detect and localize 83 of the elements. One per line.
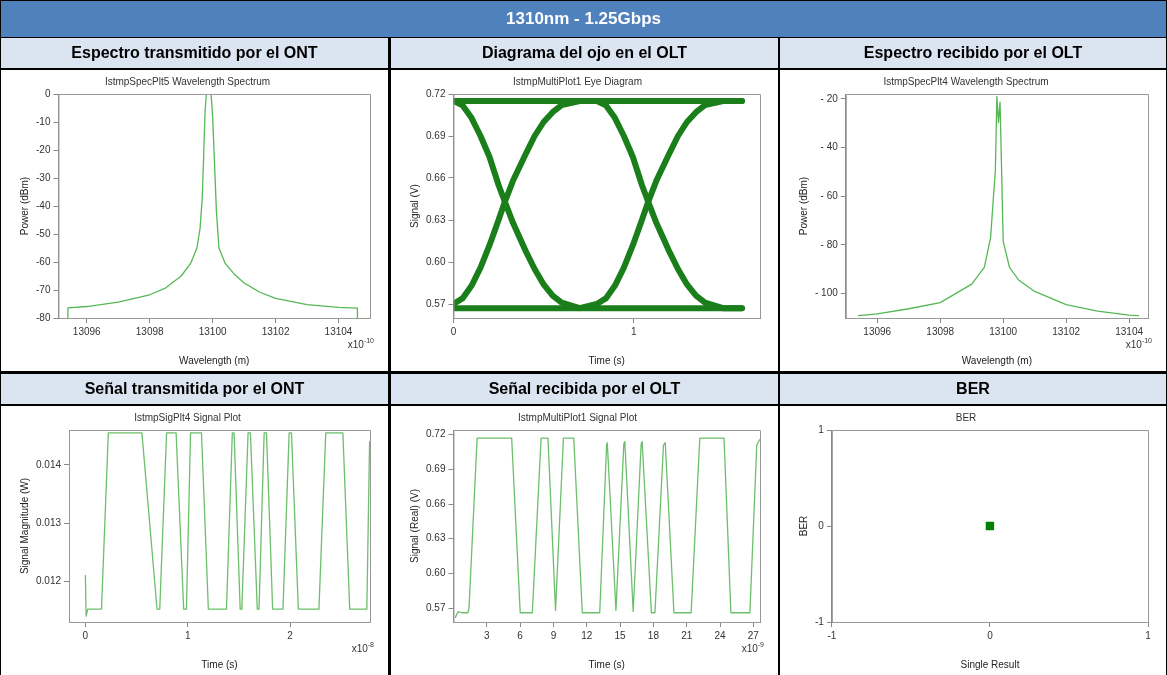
y-axis-title: Signal (Real) (V)	[408, 489, 420, 563]
x-tick-label: 0	[987, 629, 994, 641]
x-tick-label: 13098	[926, 325, 955, 337]
x-tick-label: 6	[517, 629, 524, 641]
y-tick-label: 0.66	[425, 497, 446, 509]
chart-subtitle: IstmpSpecPlt5 Wavelength Spectrum	[104, 75, 271, 87]
y-tick-label: 1	[818, 423, 825, 435]
x-tick-label: 3	[484, 629, 490, 641]
y-tick-label: -80	[36, 311, 51, 323]
x-tick-label: 13102	[261, 325, 290, 337]
y-tick-label: 0.60	[425, 567, 446, 579]
y-tick-label: -70	[36, 283, 51, 295]
y-tick-label: 0.013	[35, 516, 62, 528]
chart-title: Espectro transmitido por el ONT	[1, 38, 388, 70]
chart-title: Diagrama del ojo en el OLT	[391, 38, 778, 70]
y-tick-label: 0.63	[425, 532, 446, 544]
y-axis-title: Signal (V)	[408, 184, 420, 228]
chart-title: Señal transmitida por el ONT	[1, 374, 388, 406]
y-tick-label: 0.012	[35, 575, 62, 587]
x-tick-label: 24	[714, 629, 727, 641]
x-tick-label: 21	[681, 629, 693, 641]
x-tick-label: 1	[185, 629, 191, 641]
y-tick-label: -60	[36, 255, 51, 267]
x-tick-label: 0	[82, 629, 89, 641]
x-tick-label: 13102	[1052, 325, 1081, 337]
x-tick-label: 1	[631, 325, 637, 337]
y-tick-label: -1	[814, 615, 825, 627]
chart-subtitle: BER	[955, 411, 977, 423]
y-tick-label: -20	[36, 143, 51, 155]
chart-subtitle: IstmpSigPlt4 Signal Plot	[134, 411, 242, 423]
y-axis-title: Power (dBm)	[18, 176, 30, 236]
x-tick-label: 13104	[324, 325, 353, 337]
y-axis-title: BER	[797, 515, 809, 537]
y-tick-label: 0.63	[425, 213, 446, 225]
y-tick-label: 0.69	[425, 129, 446, 141]
x-tick-label: 0	[450, 325, 457, 337]
x-tick-label: 13096	[863, 325, 892, 337]
x-tick-label: 1	[1145, 629, 1152, 641]
y-tick-label: 0	[44, 87, 51, 99]
x-axis-title: Time (s)	[201, 658, 238, 670]
y-tick-label: - 80	[820, 238, 839, 250]
chart-title: Señal recibida por el OLT	[391, 374, 778, 406]
x-tick-label: 12	[581, 629, 593, 641]
y-tick-label: 0.57	[425, 297, 446, 309]
text: 1310nm - 1.25Gbps	[0, 0, 1167, 38]
y-tick-label: -50	[36, 227, 51, 239]
chart-title: Espectro recibido por el OLT	[780, 38, 1166, 70]
y-tick-label: 0.014	[35, 458, 62, 470]
y-tick-label: 0.72	[425, 428, 446, 440]
x-axis-title: Wavelength (m)	[179, 354, 250, 366]
y-tick-label: 0.72	[425, 87, 446, 99]
y-tick-label: 0	[818, 519, 825, 531]
x-axis-title: Time (s)	[588, 354, 625, 366]
y-tick-label: -30	[36, 171, 51, 183]
y-tick-label: 0.69	[425, 463, 446, 475]
y-tick-label: 0.60	[425, 255, 446, 267]
y-axis-title: Power (dBm)	[797, 176, 809, 236]
x-tick-label: 2	[287, 629, 294, 641]
y-tick-label: - 60	[820, 190, 839, 202]
x-tick-label: 13096	[72, 325, 102, 337]
x-tick-label: 27	[747, 629, 760, 641]
x-tick-label: 18	[647, 629, 660, 641]
x-axis-title: Single Result	[960, 658, 1020, 670]
x-axis-title: Time (s)	[588, 658, 625, 670]
y-axis-title: Signal Magnitude (W)	[18, 477, 30, 575]
y-tick-label: - 40	[820, 141, 839, 153]
y-tick-label: 0.57	[425, 601, 446, 613]
y-tick-label: - 20	[820, 92, 839, 104]
y-tick-label: 0.66	[425, 171, 446, 183]
x-axis-title: Wavelength (m)	[961, 354, 1033, 366]
x-tick-label: 9	[550, 629, 557, 641]
x-tick-label: 13100	[198, 325, 227, 337]
chart-subtitle: IstmpMultiPlot1 Signal Plot	[518, 411, 638, 423]
y-tick-label: -40	[36, 199, 51, 211]
chart-subtitle: IstmpMultiPlot1 Eye Diagram	[513, 75, 642, 87]
y-tick-label: -10	[36, 115, 51, 127]
x-tick-label: 13104	[1115, 325, 1144, 337]
x-tick-label: 13098	[135, 325, 165, 337]
chart-subtitle: IstmpSpecPlt4 Wavelength Spectrum	[883, 75, 1049, 87]
x-tick-label: 13100	[989, 325, 1018, 337]
y-tick-label: - 100	[815, 287, 839, 299]
x-tick-label: 15	[614, 629, 627, 641]
chart-title: BER	[780, 374, 1166, 406]
